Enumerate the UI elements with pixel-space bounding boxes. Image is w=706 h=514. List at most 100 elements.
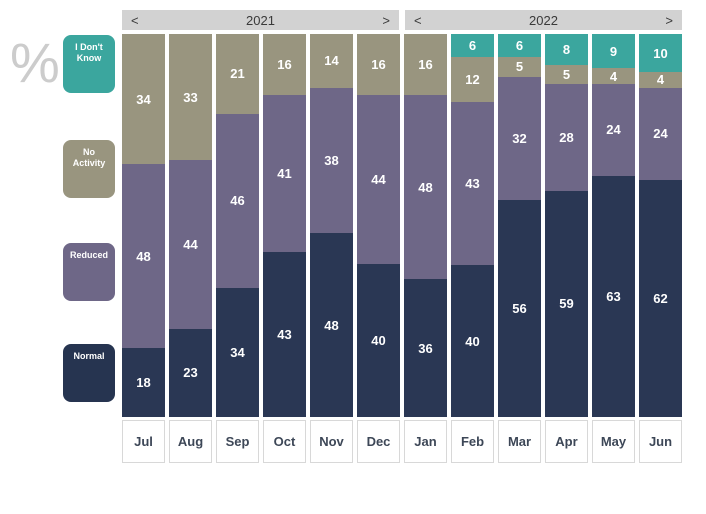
segment-i-don-t-know-jun: 10 [639, 34, 682, 73]
segment-reduced-jan: 48 [404, 95, 447, 280]
segment-value: 24 [653, 126, 668, 142]
segment-value: 5 [515, 59, 524, 75]
segment-no-activity-jun: 4 [639, 72, 682, 88]
segment-reduced-jul: 48 [122, 164, 165, 349]
segment-reduced-nov: 38 [310, 87, 353, 234]
segment-reduced-feb: 43 [451, 102, 494, 266]
month-cell-dec: Dec [357, 420, 400, 463]
segment-no-activity-dec: 16 [357, 34, 400, 96]
bar-column-jul: 34 48 18 [122, 34, 165, 417]
segment-i-don-t-know-mar: 6 [498, 34, 541, 58]
month-cell-oct: Oct [263, 420, 306, 463]
bar-column-feb: 6 12 43 40 [451, 34, 494, 417]
bar-column-may: 9 4 24 63 [592, 34, 635, 417]
segment-value: 21 [230, 66, 245, 82]
month-cell-mar: Mar [498, 420, 541, 463]
stacked-bar-chart: 34 48 18 33 44 23 21 46 34 16 41 43 14 38 48 16 44 40 16 48… [122, 34, 682, 417]
segment-no-activity-oct: 16 [263, 34, 306, 96]
segment-value: 63 [606, 288, 621, 304]
month-axis: Jul Aug Sep Oct Nov Dec Jan Feb Mar Apr May Jun [122, 420, 682, 463]
segment-value: 43 [465, 176, 480, 192]
segment-no-activity-nov: 14 [310, 34, 353, 88]
next-year-arrow-2021[interactable]: > [382, 12, 390, 28]
segment-value: 40 [371, 332, 386, 348]
segment-reduced-apr: 28 [545, 83, 588, 191]
segment-reduced-sep: 46 [216, 113, 259, 289]
segment-value: 44 [183, 237, 198, 253]
segment-reduced-aug: 44 [169, 160, 212, 329]
month-cell-feb: Feb [451, 420, 494, 463]
segment-normal-dec: 40 [357, 263, 400, 417]
segment-i-don-t-know-may: 9 [592, 34, 635, 69]
segment-value: 16 [371, 57, 386, 73]
segment-value: 4 [656, 72, 665, 88]
segment-value: 4 [609, 68, 618, 84]
segment-value: 44 [371, 172, 386, 188]
segment-value: 36 [418, 340, 433, 356]
year-header-2022: < 2022 > [405, 10, 682, 30]
segment-value: 43 [277, 327, 292, 343]
segment-no-activity-jan: 16 [404, 34, 447, 96]
prev-year-arrow-2021[interactable]: < [131, 12, 139, 28]
month-cell-jul: Jul [122, 420, 165, 463]
legend-button-normal[interactable]: Normal [63, 344, 115, 402]
segment-reduced-may: 24 [592, 83, 635, 176]
segment-i-don-t-know-apr: 8 [545, 34, 588, 65]
segment-value: 5 [562, 66, 571, 82]
year-label-2022: 2022 [529, 12, 558, 28]
segment-no-activity-may: 4 [592, 68, 635, 84]
month-cell-nov: Nov [310, 420, 353, 463]
segment-value: 16 [277, 57, 292, 73]
next-year-arrow-2022[interactable]: > [665, 12, 673, 28]
segment-normal-jan: 36 [404, 279, 447, 417]
segment-normal-sep: 34 [216, 288, 259, 417]
segment-value: 23 [183, 365, 198, 381]
month-cell-jan: Jan [404, 420, 447, 463]
segment-value: 14 [324, 53, 339, 69]
segment-value: 34 [136, 91, 151, 107]
segment-no-activity-jul: 34 [122, 34, 165, 165]
month-cell-apr: Apr [545, 420, 588, 463]
legend-button-reduced[interactable]: Reduced [63, 243, 115, 301]
segment-reduced-mar: 32 [498, 76, 541, 201]
bar-column-mar: 6 5 32 56 [498, 34, 541, 417]
legend-button-i-dont-know[interactable]: I Don't Know [63, 35, 115, 93]
segment-normal-apr: 59 [545, 191, 588, 417]
segment-reduced-oct: 41 [263, 95, 306, 253]
month-cell-aug: Aug [169, 420, 212, 463]
segment-value: 8 [562, 41, 571, 57]
segment-value: 6 [515, 38, 524, 54]
year-header-2021: < 2021 > [122, 10, 399, 30]
segment-value: 59 [559, 296, 574, 312]
bar-column-apr: 8 5 28 59 [545, 34, 588, 417]
segment-no-activity-sep: 21 [216, 34, 259, 114]
segment-normal-may: 63 [592, 175, 635, 417]
segment-i-don-t-know-feb: 6 [451, 34, 494, 57]
segment-normal-jul: 18 [122, 348, 165, 417]
month-cell-sep: Sep [216, 420, 259, 463]
segment-no-activity-feb: 12 [451, 56, 494, 103]
year-navigation: < 2021 > < 2022 > [122, 10, 682, 30]
segment-value: 24 [606, 122, 621, 138]
legend-button-no-activity[interactable]: No Activity [63, 140, 115, 198]
segment-value: 18 [136, 375, 151, 391]
segment-value: 34 [230, 345, 245, 360]
segment-value: 48 [418, 179, 433, 195]
bar-column-jun: 10 4 24 62 [639, 34, 682, 417]
segment-value: 6 [468, 37, 477, 53]
bar-column-nov: 14 38 48 [310, 34, 353, 417]
segment-value: 41 [277, 166, 292, 182]
segment-value: 12 [465, 72, 480, 87]
segment-value: 62 [653, 290, 668, 306]
bar-column-dec: 16 44 40 [357, 34, 400, 417]
segment-value: 9 [609, 43, 618, 59]
prev-year-arrow-2022[interactable]: < [414, 12, 422, 28]
month-cell-jun: Jun [639, 420, 682, 463]
segment-normal-oct: 43 [263, 252, 306, 417]
segment-normal-mar: 56 [498, 200, 541, 417]
bar-column-aug: 33 44 23 [169, 34, 212, 417]
segment-value: 38 [324, 152, 339, 168]
bar-column-oct: 16 41 43 [263, 34, 306, 417]
segment-reduced-jun: 24 [639, 87, 682, 180]
month-cell-may: May [592, 420, 635, 463]
